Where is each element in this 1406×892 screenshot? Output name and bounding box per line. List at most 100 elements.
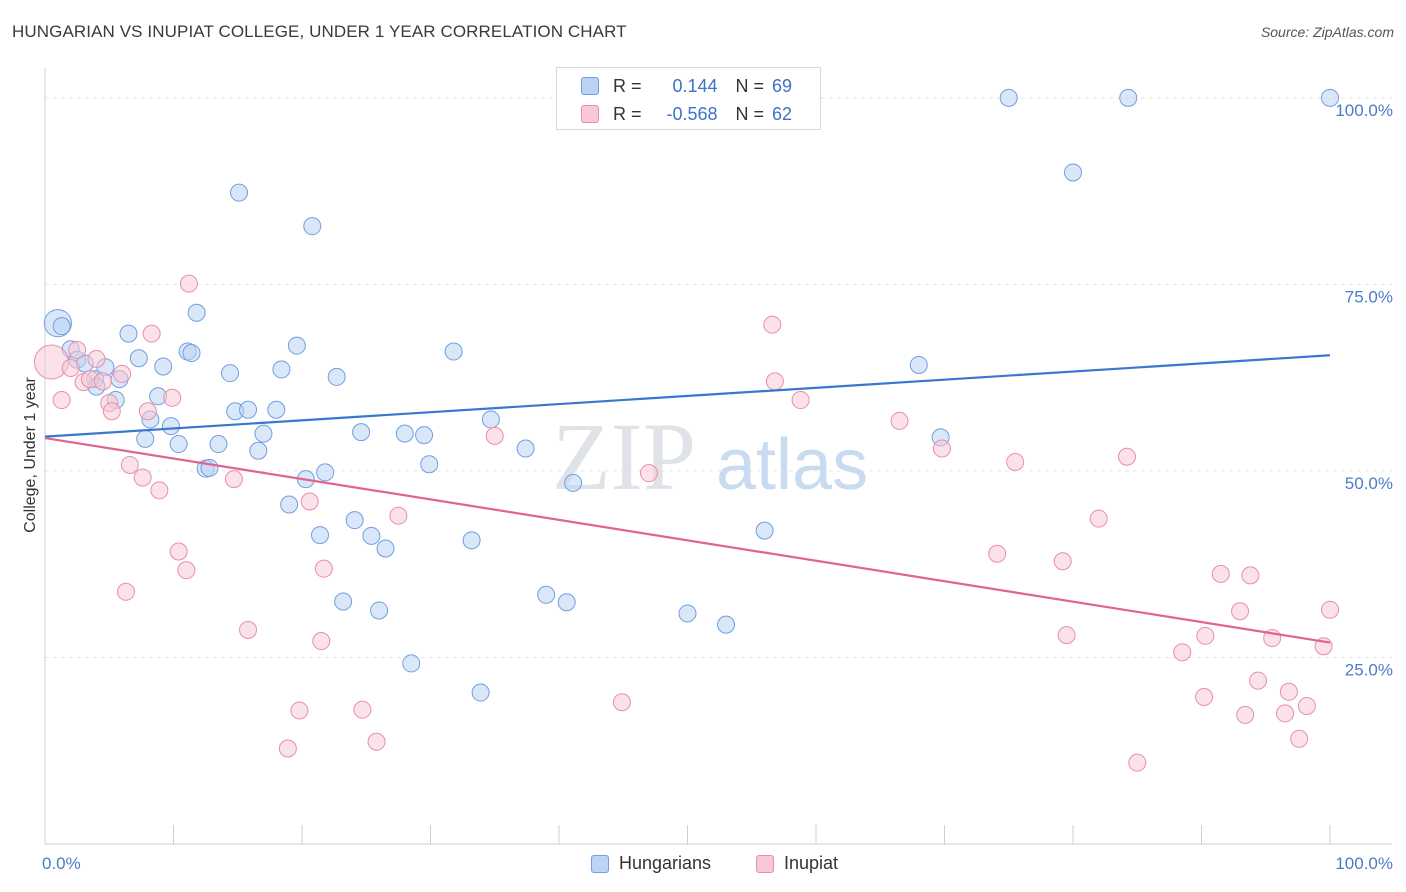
point-inupiat — [33, 344, 69, 380]
point-inupiat — [150, 481, 169, 500]
point-inupiat — [612, 693, 631, 712]
r-value: -0.568 — [666, 103, 718, 124]
point-hungarians — [239, 400, 258, 419]
r-label: R = — [613, 103, 642, 124]
point-hungarians — [221, 364, 240, 383]
point-hungarians — [352, 423, 371, 442]
point-inupiat — [1279, 682, 1298, 701]
grid-lines — [45, 97, 1392, 658]
point-inupiat — [353, 700, 372, 719]
legend-swatch-hungarians — [591, 854, 609, 873]
point-inupiat — [133, 468, 152, 487]
point-inupiat — [1128, 753, 1147, 772]
point-inupiat — [1249, 671, 1268, 690]
point-inupiat — [224, 470, 243, 489]
point-hungarians — [267, 400, 286, 419]
point-hungarians — [52, 317, 71, 336]
point-hungarians — [316, 463, 335, 482]
n-label: N = — [735, 103, 765, 124]
point-hungarians — [327, 367, 346, 386]
point-hungarians — [169, 435, 188, 454]
point-inupiat — [120, 455, 139, 474]
point-hungarians — [249, 441, 268, 460]
point-hungarians — [154, 357, 173, 376]
y-tick-label: 100.0% — [1335, 101, 1393, 120]
point-hungarians — [230, 183, 249, 202]
point-inupiat — [485, 426, 504, 445]
trend-line-hungarians — [44, 354, 1331, 438]
point-inupiat — [142, 324, 161, 343]
watermark-atlas: atlas — [716, 425, 868, 505]
point-inupiat — [1236, 705, 1255, 724]
point-inupiat — [1241, 566, 1260, 585]
point-inupiat — [300, 492, 319, 511]
chart-title: HUNGARIAN VS INUPIAT COLLEGE, UNDER 1 YE… — [12, 22, 627, 41]
point-inupiat — [177, 561, 196, 580]
point-inupiat — [389, 506, 408, 525]
n-value: 69 — [772, 75, 793, 96]
y-axis-label: College, Under 1 year — [22, 377, 39, 533]
point-hungarians — [161, 417, 180, 436]
point-inupiat — [52, 391, 71, 410]
source-credit: Source: ZipAtlas.com — [1260, 24, 1394, 40]
point-hungarians — [471, 683, 490, 702]
point-inupiat — [179, 274, 198, 293]
stat-row-inupiat: R = -0.568 N = 62 — [581, 101, 792, 127]
point-inupiat — [1053, 552, 1072, 571]
point-inupiat — [239, 620, 258, 639]
legend-label-hungarians: Hungarians — [619, 853, 712, 873]
point-hungarians — [310, 526, 329, 545]
point-hungarians — [999, 88, 1018, 107]
axes — [44, 68, 1392, 845]
point-hungarians — [362, 526, 381, 545]
point-inupiat — [116, 582, 135, 601]
hungarians-swatch — [581, 77, 599, 95]
point-hungarians — [200, 458, 219, 477]
point-hungarians — [280, 495, 299, 514]
point-inupiat — [890, 411, 909, 430]
point-hungarians — [129, 349, 148, 368]
point-hungarians — [420, 455, 439, 474]
point-inupiat — [61, 358, 80, 377]
point-hungarians — [909, 355, 928, 374]
point-inupiat — [138, 402, 157, 421]
point-inupiat — [314, 559, 333, 578]
point-inupiat — [988, 544, 1007, 563]
point-hungarians — [678, 604, 697, 623]
point-inupiat — [169, 542, 188, 561]
point-hungarians — [1064, 163, 1082, 182]
point-hungarians — [395, 424, 414, 443]
y-tick-label: 75.0% — [1345, 287, 1393, 306]
point-hungarians — [557, 593, 576, 612]
point-inupiat — [1173, 643, 1192, 662]
point-hungarians — [462, 531, 481, 550]
point-hungarians — [717, 615, 736, 634]
trend-lines — [44, 354, 1331, 644]
point-inupiat — [1211, 564, 1230, 583]
point-hungarians — [444, 342, 463, 361]
point-inupiat — [1195, 688, 1214, 707]
point-inupiat — [1196, 626, 1215, 645]
point-hungarians — [1119, 88, 1138, 107]
point-hungarians — [481, 410, 500, 429]
point-inupiat — [312, 632, 331, 651]
point-inupiat — [1057, 626, 1076, 645]
point-hungarians — [1321, 88, 1339, 107]
point-hungarians — [345, 511, 364, 530]
point-inupiat — [791, 391, 810, 410]
point-inupiat — [932, 439, 951, 458]
r-label: R = — [613, 75, 642, 96]
legend-item-inupiat[interactable]: Inupiat — [756, 853, 838, 874]
n-label: N = — [735, 75, 765, 96]
inupiat-swatch — [581, 105, 599, 123]
point-inupiat — [278, 739, 297, 758]
point-inupiat — [1006, 452, 1025, 471]
point-hungarians — [376, 539, 395, 558]
point-inupiat — [1276, 704, 1295, 723]
point-hungarians — [254, 424, 273, 443]
point-hungarians — [303, 217, 322, 236]
point-inupiat — [1089, 509, 1108, 528]
legend-item-hungarians[interactable]: Hungarians — [591, 853, 711, 874]
point-hungarians — [415, 426, 434, 445]
point-hungarians — [402, 654, 421, 673]
